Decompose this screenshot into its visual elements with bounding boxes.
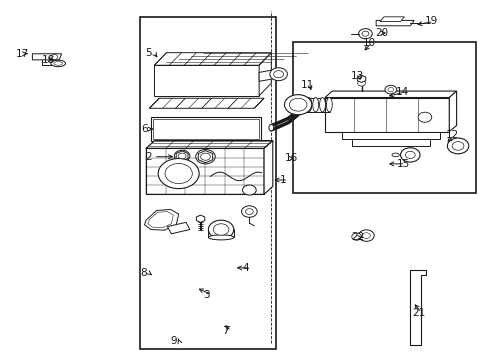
Text: 9: 9 (170, 336, 177, 346)
Polygon shape (341, 132, 439, 139)
Text: 7: 7 (222, 325, 229, 336)
Text: 11: 11 (301, 80, 314, 90)
Bar (153, 119, 258, 139)
Bar (140, 17, 276, 348)
Bar (151, 117, 260, 140)
Circle shape (289, 98, 306, 111)
Polygon shape (325, 98, 448, 132)
Text: 15: 15 (396, 159, 409, 169)
Text: 16: 16 (284, 153, 297, 163)
Text: 13: 13 (350, 71, 363, 81)
Circle shape (387, 87, 393, 92)
Ellipse shape (326, 98, 331, 112)
Polygon shape (146, 148, 264, 194)
Ellipse shape (319, 98, 325, 112)
Text: 6: 6 (141, 124, 147, 134)
Ellipse shape (51, 60, 65, 67)
Text: 21: 21 (412, 308, 425, 318)
Polygon shape (154, 53, 271, 65)
Circle shape (351, 233, 361, 240)
Text: 12: 12 (445, 130, 458, 140)
Circle shape (242, 185, 256, 195)
Ellipse shape (268, 125, 273, 131)
Ellipse shape (391, 153, 399, 157)
Polygon shape (167, 222, 189, 234)
Text: 8: 8 (141, 268, 147, 278)
Circle shape (245, 209, 253, 215)
Ellipse shape (305, 98, 311, 112)
Circle shape (269, 68, 287, 81)
Circle shape (384, 85, 396, 94)
Text: 2: 2 (145, 152, 151, 162)
Circle shape (241, 206, 257, 217)
Circle shape (400, 148, 419, 162)
Text: 5: 5 (145, 48, 151, 58)
Circle shape (361, 31, 368, 36)
Polygon shape (176, 151, 187, 161)
Polygon shape (357, 75, 365, 82)
Polygon shape (32, 54, 61, 60)
Text: 3: 3 (203, 290, 209, 300)
Circle shape (208, 220, 233, 239)
Circle shape (200, 153, 210, 160)
Ellipse shape (299, 98, 305, 112)
Ellipse shape (54, 62, 62, 65)
Circle shape (164, 163, 192, 184)
Bar (293, 42, 475, 193)
Polygon shape (379, 17, 404, 22)
Polygon shape (259, 69, 278, 81)
Polygon shape (375, 21, 413, 26)
Circle shape (417, 112, 431, 122)
Polygon shape (154, 65, 259, 96)
Circle shape (284, 95, 311, 115)
Circle shape (357, 80, 365, 86)
Polygon shape (409, 270, 425, 345)
Circle shape (178, 153, 185, 159)
Text: 17: 17 (15, 49, 28, 59)
Text: 1: 1 (279, 175, 285, 185)
Polygon shape (196, 215, 204, 222)
Text: 22: 22 (350, 232, 363, 242)
Circle shape (273, 71, 283, 78)
Polygon shape (325, 91, 456, 98)
Circle shape (174, 150, 189, 162)
Polygon shape (264, 140, 272, 194)
Polygon shape (448, 91, 456, 132)
Circle shape (362, 233, 369, 238)
Circle shape (158, 158, 199, 189)
Ellipse shape (312, 98, 318, 112)
Circle shape (358, 230, 373, 241)
Circle shape (358, 29, 371, 39)
Polygon shape (144, 210, 178, 230)
Text: 4: 4 (242, 263, 248, 273)
Circle shape (405, 151, 414, 158)
Polygon shape (259, 53, 271, 96)
Text: 19: 19 (424, 17, 437, 27)
Ellipse shape (208, 235, 233, 240)
Text: 10: 10 (362, 38, 375, 48)
Polygon shape (148, 212, 173, 228)
Polygon shape (198, 150, 212, 163)
Circle shape (195, 149, 215, 164)
Circle shape (213, 224, 228, 235)
Polygon shape (146, 140, 272, 148)
Circle shape (51, 54, 58, 59)
Text: 14: 14 (395, 87, 408, 97)
Text: 18: 18 (42, 55, 55, 65)
Polygon shape (149, 98, 264, 108)
Circle shape (447, 138, 468, 154)
Circle shape (451, 141, 463, 150)
Text: 20: 20 (374, 28, 387, 38)
